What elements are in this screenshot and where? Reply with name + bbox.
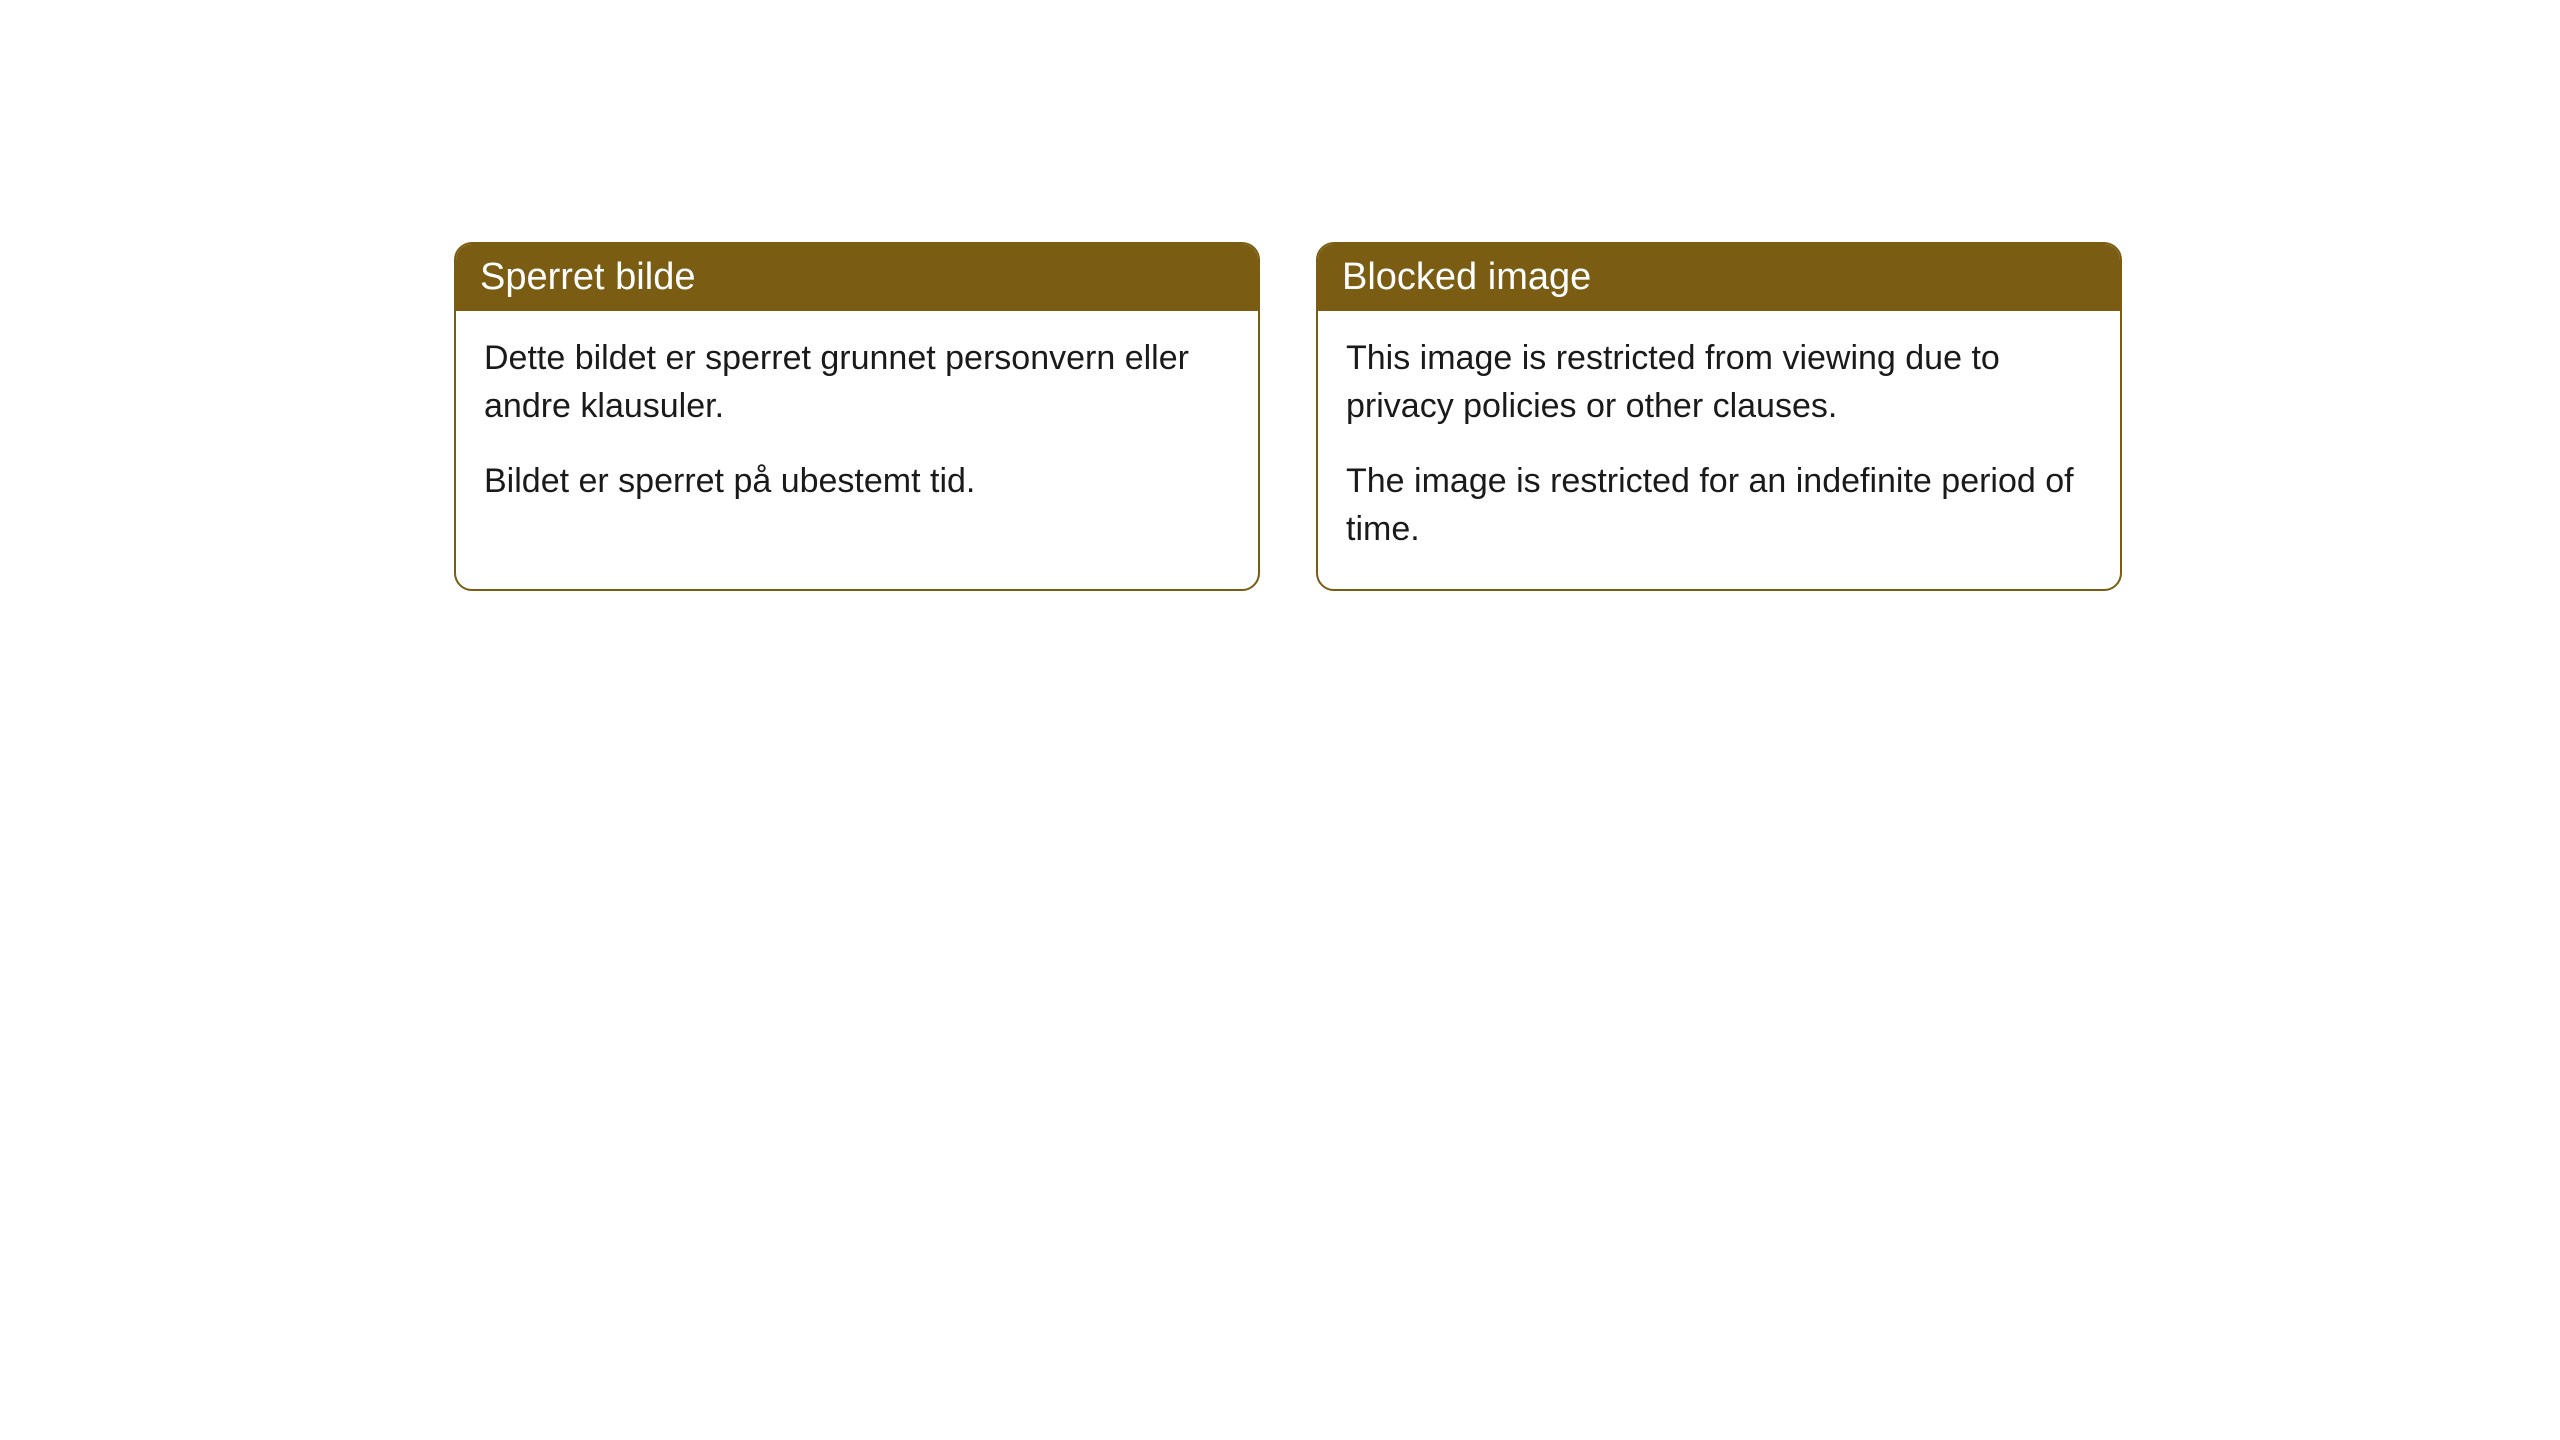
- card-body: Dette bildet er sperret grunnet personve…: [456, 311, 1258, 542]
- notice-cards-container: Sperret bilde Dette bildet er sperret gr…: [454, 242, 2560, 591]
- card-paragraph: Bildet er sperret på ubestemt tid.: [484, 458, 1230, 506]
- notice-card-norwegian: Sperret bilde Dette bildet er sperret gr…: [454, 242, 1260, 591]
- card-title: Blocked image: [1342, 256, 1591, 298]
- card-title: Sperret bilde: [480, 256, 695, 298]
- card-body: This image is restricted from viewing du…: [1318, 311, 2120, 589]
- notice-card-english: Blocked image This image is restricted f…: [1316, 242, 2122, 591]
- card-header: Sperret bilde: [456, 244, 1258, 311]
- card-paragraph: The image is restricted for an indefinit…: [1346, 458, 2092, 553]
- card-paragraph: Dette bildet er sperret grunnet personve…: [484, 335, 1230, 430]
- card-header: Blocked image: [1318, 244, 2120, 311]
- card-paragraph: This image is restricted from viewing du…: [1346, 335, 2092, 430]
